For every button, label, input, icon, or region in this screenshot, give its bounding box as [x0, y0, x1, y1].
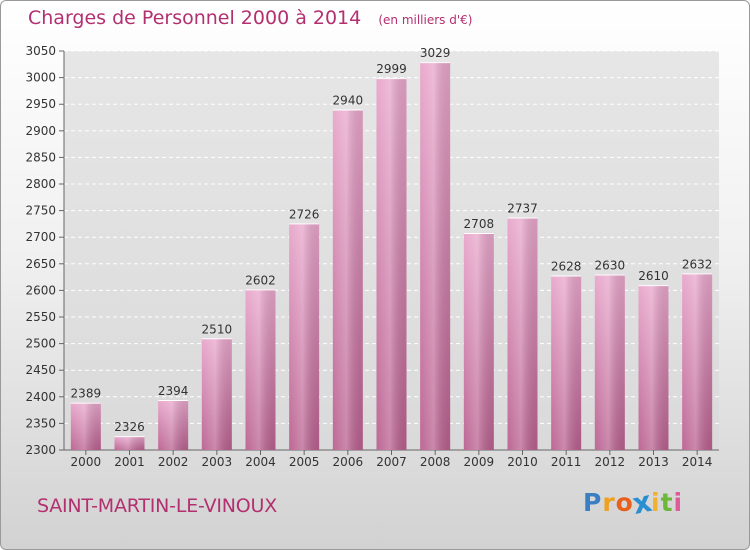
- value-label: 2326: [114, 420, 145, 434]
- y-tick-label: 2750: [25, 204, 56, 218]
- y-tick-label: 3050: [25, 44, 56, 58]
- y-tick-label: 2400: [25, 390, 56, 404]
- bar-highlight: [201, 338, 232, 450]
- y-tick-label: 2700: [25, 230, 56, 244]
- y-tick-label: 2300: [25, 443, 56, 457]
- value-labels: 2389 2326 2394 2510 2602 2726 2940 2999 3029 2708…: [71, 46, 713, 434]
- x-tick-label: 2005: [289, 455, 320, 469]
- bar-highlight: [594, 274, 625, 450]
- bar-highlight: [463, 232, 494, 450]
- value-label: 3029: [420, 46, 451, 60]
- logo-letter: o: [615, 488, 634, 517]
- y-tick-label: 2850: [25, 150, 56, 164]
- x-tick-label: 2001: [114, 455, 145, 469]
- bar-highlight: [158, 399, 189, 450]
- x-tick-label: 2007: [376, 455, 407, 469]
- y-tick-label: 2600: [25, 283, 56, 297]
- value-label: 2726: [289, 207, 320, 221]
- bar-highlight: [70, 402, 101, 450]
- bar-highlight: [682, 273, 713, 450]
- chart-subtitle: (en milliers d'€): [378, 13, 473, 27]
- x-tick-label: 2000: [71, 455, 102, 469]
- x-tick-label: 2009: [464, 455, 495, 469]
- bar-highlight: [245, 289, 276, 450]
- y-tick-label: 2350: [25, 416, 56, 430]
- y-tick-label: 2500: [25, 337, 56, 351]
- value-label: 2394: [158, 384, 189, 398]
- value-label: 2628: [551, 260, 582, 274]
- value-label: 2630: [595, 258, 626, 272]
- x-tick-label: 2004: [245, 455, 276, 469]
- bar-highlight: [638, 285, 669, 450]
- y-tick-label: 2450: [25, 363, 56, 377]
- value-label: 2389: [71, 387, 102, 401]
- value-label: 2708: [464, 217, 495, 231]
- proxiti-logo: Proxiti: [583, 484, 684, 521]
- y-tick-label: 2650: [25, 257, 56, 271]
- x-tick-label: 2003: [202, 455, 233, 469]
- value-label: 2940: [333, 94, 364, 108]
- x-tick-label: 2010: [507, 455, 538, 469]
- value-label: 2610: [638, 269, 669, 283]
- chart-title: Charges de Personnel 2000 à 2014: [28, 7, 362, 29]
- y-tick-label: 2900: [25, 124, 56, 138]
- bar-highlight: [114, 436, 145, 450]
- y-tick-label: 2950: [25, 97, 56, 111]
- value-label: 2632: [682, 257, 713, 271]
- value-label: 2510: [202, 322, 233, 336]
- value-label: 2999: [376, 62, 407, 76]
- bar-highlight: [507, 217, 538, 450]
- x-tick-label: 2011: [551, 455, 582, 469]
- logo-letter: i: [673, 488, 684, 517]
- x-tick-label: 2006: [333, 455, 364, 469]
- logo-letter: i: [651, 488, 661, 517]
- bar-highlight: [289, 223, 320, 450]
- y-tick-label: 2550: [25, 310, 56, 324]
- title-row: Charges de Personnel 2000 à 2014 (en mil…: [28, 7, 472, 29]
- city-name: SAINT-MARTIN-LE-VINOUX: [37, 495, 278, 517]
- logo-letter: r: [602, 488, 616, 517]
- bar-highlight: [332, 109, 363, 451]
- x-axis-labels: 2000 2001 2002 2003 2004 2005 2006 2007 2008 2009…: [71, 455, 713, 469]
- logo-letter: t: [660, 488, 674, 517]
- bar-highlight: [376, 78, 407, 450]
- value-label: 2737: [507, 202, 538, 216]
- bar-highlight: [420, 62, 451, 451]
- bars: [70, 62, 713, 451]
- y-tick-label: 3000: [25, 71, 56, 85]
- x-tick-label: 2014: [682, 455, 713, 469]
- x-tick-label: 2008: [420, 455, 451, 469]
- y-tick-label: 2800: [25, 177, 56, 191]
- x-tick-label: 2012: [595, 455, 626, 469]
- value-label: 2602: [245, 273, 276, 287]
- bar-highlight: [551, 275, 582, 450]
- logo-letter: P: [583, 488, 603, 517]
- x-tick-label: 2013: [638, 455, 669, 469]
- y-axis-labels: 2300 2350 2400 2450 2500 2550 2600 2650 2700 2750…: [25, 44, 56, 457]
- x-tick-label: 2002: [158, 455, 189, 469]
